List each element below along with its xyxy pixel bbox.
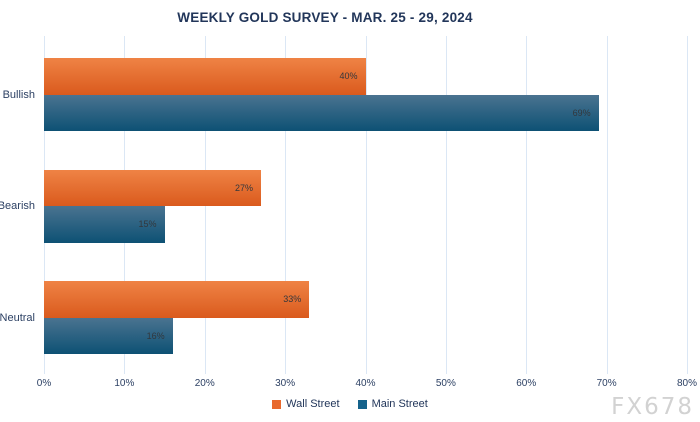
watermark: FX678 — [611, 394, 694, 420]
bar-value-label: 33% — [283, 294, 302, 305]
bar-group-neutral: Neutral 33% 16% — [0, 281, 687, 354]
bar-value-label: 40% — [339, 71, 358, 82]
bar-value-label: 16% — [146, 330, 165, 341]
bar-wall-street-neutral: 33% — [44, 281, 310, 318]
legend: Wall Street Main Street — [0, 398, 700, 410]
gridline — [687, 36, 688, 374]
bar-value-label: 27% — [234, 182, 253, 193]
x-tick-label: 80% — [676, 378, 697, 389]
x-tick-label: 60% — [516, 378, 537, 389]
category-label: Bearish — [0, 200, 35, 212]
bar-group-bearish: Bearish 27% 15% — [0, 169, 687, 243]
bar-value-label: 15% — [138, 219, 157, 230]
legend-item-main-street: Main Street — [357, 398, 428, 410]
legend-label-main-street: Main Street — [371, 398, 428, 410]
gridline — [365, 36, 367, 374]
gridline — [445, 36, 447, 374]
x-tick-label: 0% — [36, 378, 52, 389]
bar-value-label: 69% — [572, 107, 591, 118]
x-tick-label: 70% — [596, 378, 617, 389]
x-tick-label: 40% — [355, 378, 376, 389]
gridline — [606, 36, 608, 374]
gridline — [285, 36, 287, 374]
bar-group-bullish: Bullish 40% 69% — [3, 58, 687, 131]
x-tick-label: 20% — [194, 378, 215, 389]
main-street-swatch-icon — [357, 399, 367, 409]
chart-title: WEEKLY GOLD SURVEY - MAR. 25 - 29, 2024 — [177, 10, 473, 25]
x-tick-label: 10% — [114, 378, 135, 389]
legend-item-wall-street: Wall Street — [272, 398, 340, 410]
plot-area: 0% 10% 20% 30% 40% 50% 60% 70% 80% Bullish 40% 69% B… — [0, 36, 697, 389]
category-label: Bullish — [2, 88, 35, 101]
bar-main-street-neutral: 16% — [44, 317, 173, 354]
x-tick-label: 50% — [435, 378, 456, 389]
legend-label-wall-street: Wall Street — [286, 398, 340, 410]
bar-main-street-bullish: 69% — [44, 94, 599, 131]
category-label: Neutral — [0, 311, 35, 324]
wall-street-swatch-icon — [272, 399, 282, 409]
gridline — [526, 36, 528, 374]
bar-wall-street-bullish: 40% — [44, 58, 366, 95]
bar-wall-street-bearish: 27% — [44, 169, 261, 206]
bar-main-street-bearish: 15% — [44, 206, 165, 243]
x-tick-label: 30% — [275, 378, 296, 389]
